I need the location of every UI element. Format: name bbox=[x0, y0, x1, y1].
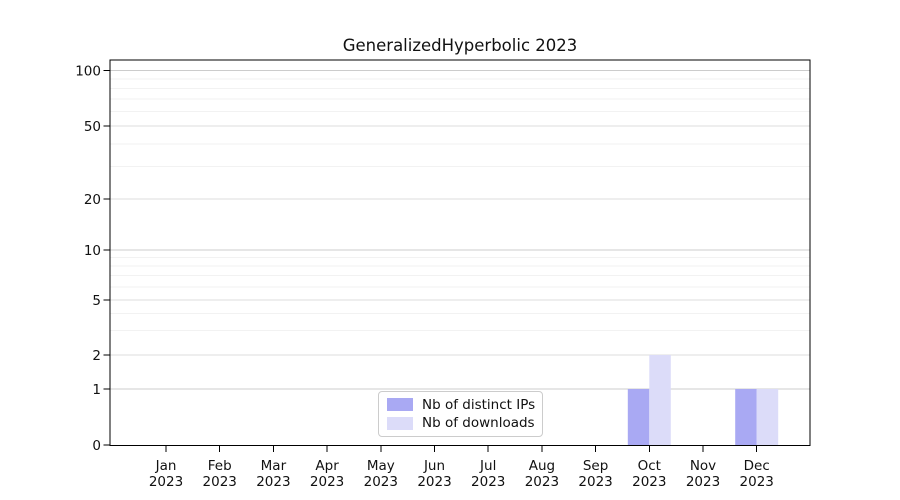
x-tick-label-month: Jun bbox=[423, 458, 445, 474]
x-tick-label-year: 2023 bbox=[740, 474, 774, 490]
legend-swatch-downloads bbox=[387, 416, 413, 430]
y-tick-label: 100 bbox=[75, 63, 101, 79]
x-tick-label-year: 2023 bbox=[525, 474, 559, 490]
x-tick-label-month: Jul bbox=[479, 458, 496, 474]
x-tick-label-month: Mar bbox=[261, 458, 287, 474]
plot-border bbox=[109, 59, 811, 446]
legend-label-downloads: Nb of downloads bbox=[422, 415, 535, 432]
x-tick-label-month: Oct bbox=[638, 458, 661, 474]
x-tick-label-month: Feb bbox=[208, 458, 232, 474]
bar-distinct-ips bbox=[627, 389, 650, 445]
x-tick-label-year: 2023 bbox=[632, 474, 666, 490]
legend-swatch-distinct-ips bbox=[387, 398, 413, 412]
x-tick-label-year: 2023 bbox=[578, 474, 612, 490]
x-tick-label-month: Aug bbox=[529, 458, 555, 474]
y-tick-label: 10 bbox=[84, 243, 101, 259]
x-tick-label-month: Dec bbox=[744, 458, 770, 474]
bar-downloads bbox=[756, 389, 779, 445]
legend-label-distinct-ips: Nb of distinct IPs bbox=[422, 396, 536, 413]
bar-downloads bbox=[649, 355, 671, 445]
x-tick-label-year: 2023 bbox=[471, 474, 505, 490]
y-tick-label: 5 bbox=[92, 293, 101, 309]
y-tick-label: 2 bbox=[92, 348, 101, 364]
x-tick-label-year: 2023 bbox=[203, 474, 237, 490]
x-tick-label-month: Nov bbox=[690, 458, 716, 474]
x-tick-label-year: 2023 bbox=[364, 474, 398, 490]
chart-title: GeneralizedHyperbolic 2023 bbox=[342, 36, 578, 55]
x-tick-label-year: 2023 bbox=[686, 474, 720, 490]
y-tick-label: 1 bbox=[92, 382, 101, 398]
legend-item-distinct-ips: Nb of distinct IPs bbox=[387, 396, 536, 413]
x-tick-label-year: 2023 bbox=[417, 474, 451, 490]
bar-distinct-ips bbox=[735, 389, 757, 445]
y-tick-label: 20 bbox=[84, 192, 101, 208]
y-tick-label: 0 bbox=[92, 438, 101, 454]
x-tick-label-month: Apr bbox=[315, 458, 339, 474]
x-tick-label-year: 2023 bbox=[149, 474, 183, 490]
x-tick-label-year: 2023 bbox=[310, 474, 344, 490]
legend: Nb of distinct IPs Nb of downloads bbox=[378, 391, 543, 437]
x-tick-label-month: May bbox=[367, 458, 395, 474]
x-tick-label-year: 2023 bbox=[256, 474, 290, 490]
x-tick-label-month: Sep bbox=[583, 458, 608, 474]
y-tick-label: 50 bbox=[84, 119, 101, 135]
x-tick-label-month: Jan bbox=[155, 458, 177, 474]
legend-item-downloads: Nb of downloads bbox=[387, 415, 535, 432]
